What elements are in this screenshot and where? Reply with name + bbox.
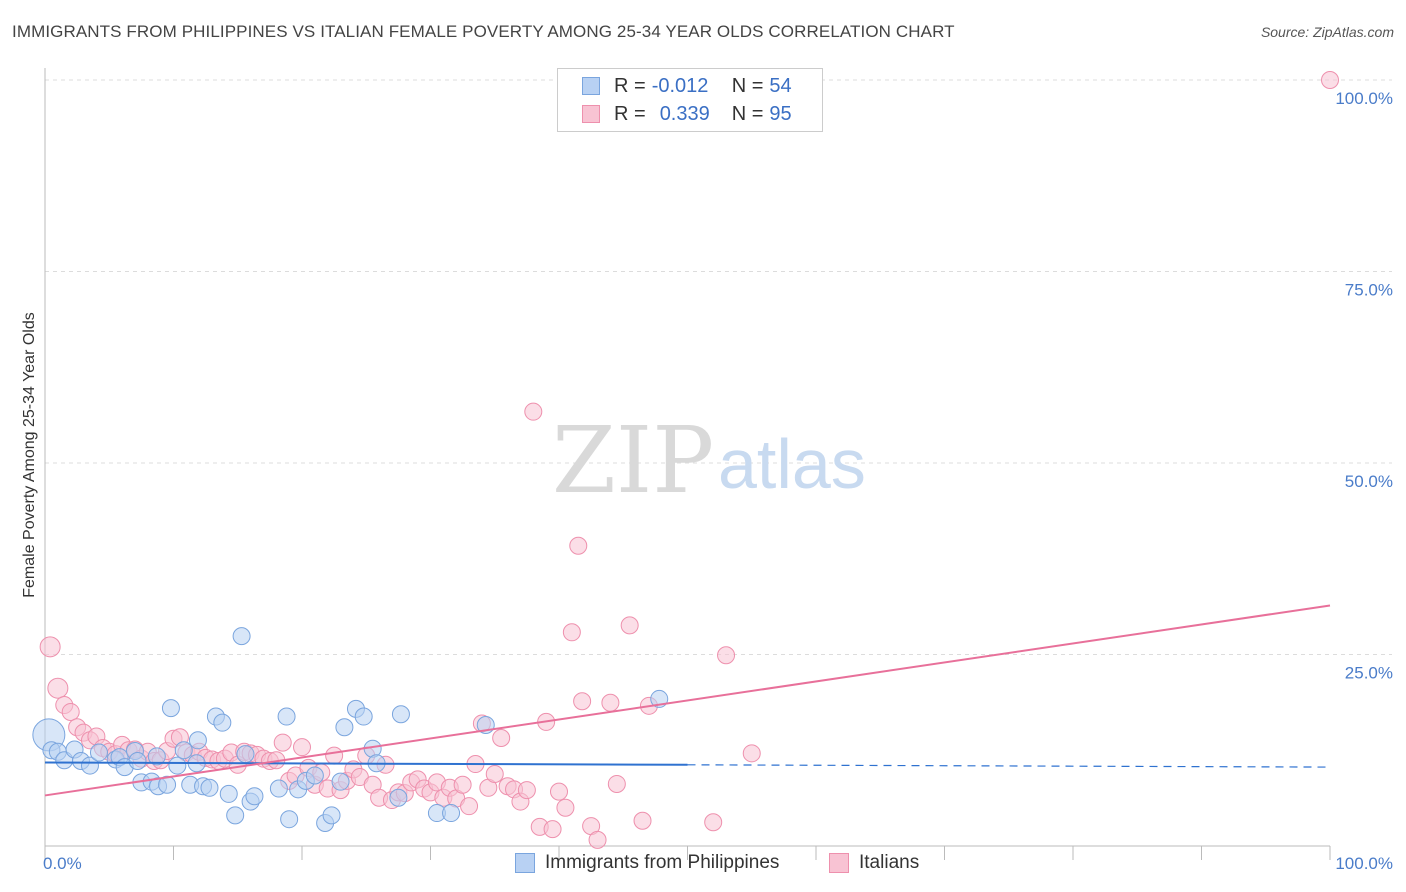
italians-point [607, 774, 626, 793]
italians-point [562, 623, 581, 642]
italians-point [47, 677, 69, 699]
x-tick-label: 0.0% [43, 854, 82, 873]
legend-row-italians: R = 0.339 N = 95 [582, 101, 792, 127]
philippines-points [32, 627, 669, 833]
italians-point [717, 646, 736, 665]
trend-lines [44, 604, 1331, 797]
italians-point [569, 536, 588, 555]
gridlines [45, 79, 1392, 655]
philippines-point [128, 751, 147, 770]
italians-point [293, 738, 311, 757]
italians-point [517, 781, 536, 800]
legend-n-label: N = [731, 102, 764, 125]
italians-point [485, 764, 504, 783]
italians-point [742, 744, 761, 763]
italians-point [460, 797, 479, 816]
legend-r-value: 0.339 [659, 102, 710, 125]
philippines-point [89, 743, 108, 762]
italians-point [325, 746, 344, 765]
philippines-point [442, 804, 461, 823]
bottom-legend-philippines: Immigrants from Philippines [515, 852, 779, 874]
legend-n-label: N = [731, 74, 764, 97]
italians-point [61, 702, 80, 721]
philippines-trend-line [44, 761, 688, 766]
y-tick-label: 25.0% [1345, 664, 1393, 683]
philippines-point [335, 718, 354, 737]
philippines-point [389, 788, 408, 807]
legend-n-value: 95 [769, 102, 792, 125]
philippines-point [200, 778, 219, 797]
philippines-point [80, 756, 99, 775]
philippines-point [232, 627, 251, 646]
philippines-point [213, 713, 232, 732]
watermark-zip: ZIP [552, 407, 714, 514]
italians-point [492, 728, 511, 747]
italians-point [633, 811, 652, 830]
philippines-point [174, 741, 193, 760]
italians-point [704, 813, 723, 832]
bottom-legend-italians: Italians [829, 852, 919, 874]
italians-point [39, 636, 61, 658]
philippines-point [236, 745, 255, 764]
italians-point [524, 402, 543, 421]
x-tick-label: 100.0% [1335, 854, 1393, 873]
legend-n-value: 54 [769, 74, 792, 97]
italians-point [556, 798, 575, 817]
bottom-legend-label-philippines: Immigrants from Philippines [545, 852, 780, 873]
italians-point [620, 616, 639, 635]
y-tick-label: 100.0% [1335, 89, 1393, 108]
italians-point [453, 775, 472, 794]
italians-point [601, 693, 620, 712]
philippines-point [158, 775, 177, 794]
philippines-point [354, 707, 373, 726]
philippines-point [280, 810, 299, 829]
bottom-legend-swatch-pink [829, 853, 849, 873]
philippines-point [168, 756, 187, 775]
italians-point [543, 820, 562, 839]
philippines-point [391, 705, 410, 724]
correlation-legend: R = -0.012 N = 54 R = 0.339 N = 95 [557, 68, 823, 132]
italians-point [573, 692, 592, 711]
axes [44, 68, 1331, 860]
italians-point [550, 782, 568, 801]
chart-title: IMMIGRANTS FROM PHILIPPINES VS ITALIAN F… [12, 22, 955, 41]
source-label: Source: ZipAtlas.com [1260, 24, 1394, 40]
y-tick-label: 75.0% [1345, 281, 1393, 300]
philippines-point [269, 779, 288, 798]
legend-swatch-blue [582, 77, 600, 95]
watermark-atlas: atlas [718, 425, 866, 503]
philippines-point [322, 806, 341, 825]
legend-swatch-pink [582, 105, 600, 123]
legend-r-label: R = [614, 74, 646, 97]
legend-r-value: -0.012 [651, 74, 709, 97]
philippines-point [226, 806, 245, 825]
legend-r-label: R = [614, 102, 646, 125]
y-axis-label: Female Poverty Among 25-34 Year Olds [21, 312, 38, 598]
philippines-point [245, 787, 264, 806]
philippines-point [331, 772, 350, 791]
italians-point [1321, 71, 1339, 89]
italians-point [273, 733, 292, 752]
italians-trend-line [44, 604, 1331, 797]
bottom-legend-swatch-blue [515, 853, 535, 873]
bottom-legend-label-italians: Italians [859, 852, 920, 873]
italians-point [588, 830, 607, 849]
philippines-point [277, 707, 296, 726]
philippines-point [305, 766, 324, 785]
philippines-trend-extension [687, 764, 1331, 768]
philippines-point [161, 699, 180, 718]
legend-row-philippines: R = -0.012 N = 54 [582, 73, 792, 99]
philippines-point [147, 747, 166, 766]
tick-labels: 25.0% 50.0% 75.0% 100.0% 0.0% 100.0% [43, 89, 1393, 873]
philippines-point [219, 784, 238, 803]
philippines-point [188, 731, 207, 750]
y-tick-label: 50.0% [1345, 472, 1393, 491]
italians-points [39, 71, 1339, 849]
